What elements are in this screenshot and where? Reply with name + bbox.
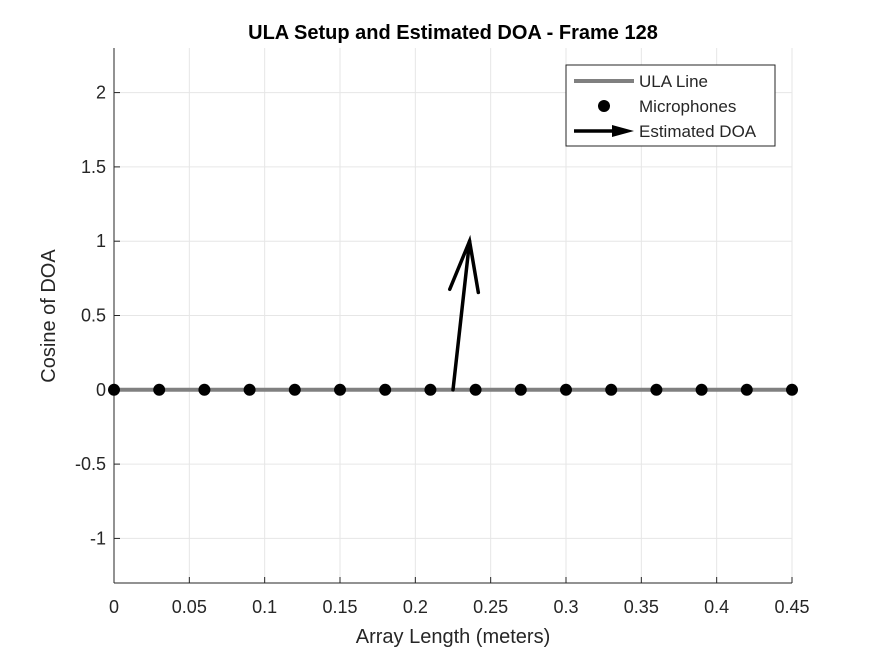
legend-label-1: Microphones [639,97,736,116]
microphone-marker-0 [108,383,120,396]
microphone-marker-13 [695,383,708,396]
legend-swatch-microphones [598,100,610,112]
y-tick-label-0: -1 [90,528,106,548]
microphone-marker-9 [514,383,527,396]
x-tick-label-5: 0.25 [473,597,508,617]
x-axis-label: Array Length (meters) [356,626,551,648]
microphone-marker-11 [605,383,618,396]
microphone-marker-4 [288,383,301,396]
doa-arrow-shaft [451,239,472,392]
y-tick-label-5: 1.5 [81,157,106,177]
x-tick-label-9: 0.45 [774,597,809,617]
legend-label-0: ULA Line [639,72,708,91]
microphone-marker-12 [650,383,663,396]
legend: ULA Line Microphones Estimated DOA [565,64,776,147]
y-tick-label-1: -0.5 [75,454,106,474]
legend-label-2: Estimated DOA [639,122,757,141]
microphone-marker-1 [153,383,166,396]
x-tick-label-3: 0.15 [322,597,357,617]
y-tick-label-2: 0 [96,380,106,400]
legend-swatch-doa-head [612,125,634,137]
microphone-marker-14 [740,383,753,396]
x-tick-label-2: 0.1 [252,597,277,617]
y-axis-label: Cosine of DOA [38,249,60,383]
microphone-marker-3 [243,383,256,396]
microphone-marker-8 [469,383,482,396]
x-tick-label-6: 0.3 [553,597,578,617]
x-tick-label-4: 0.2 [403,597,428,617]
y-tick-label-3: 0.5 [81,306,106,326]
microphone-marker-6 [379,383,392,396]
y-tick-label-4: 1 [96,231,106,251]
x-tick-label-1: 0.05 [172,597,207,617]
microphone-marker-2 [198,383,211,396]
microphone-marker-15 [786,383,798,396]
doa-arrow-head [448,234,481,295]
chart-title: ULA Setup and Estimated DOA - Frame 128 [248,22,658,44]
x-tick-label-0: 0 [109,597,119,617]
y-tick-label-6: 2 [96,83,106,103]
microphone-marker-7 [424,383,437,396]
microphone-marker-10 [560,383,572,396]
x-tick-label-8: 0.4 [704,597,729,617]
x-tick-label-7: 0.35 [624,597,659,617]
microphone-marker-5 [334,383,346,396]
